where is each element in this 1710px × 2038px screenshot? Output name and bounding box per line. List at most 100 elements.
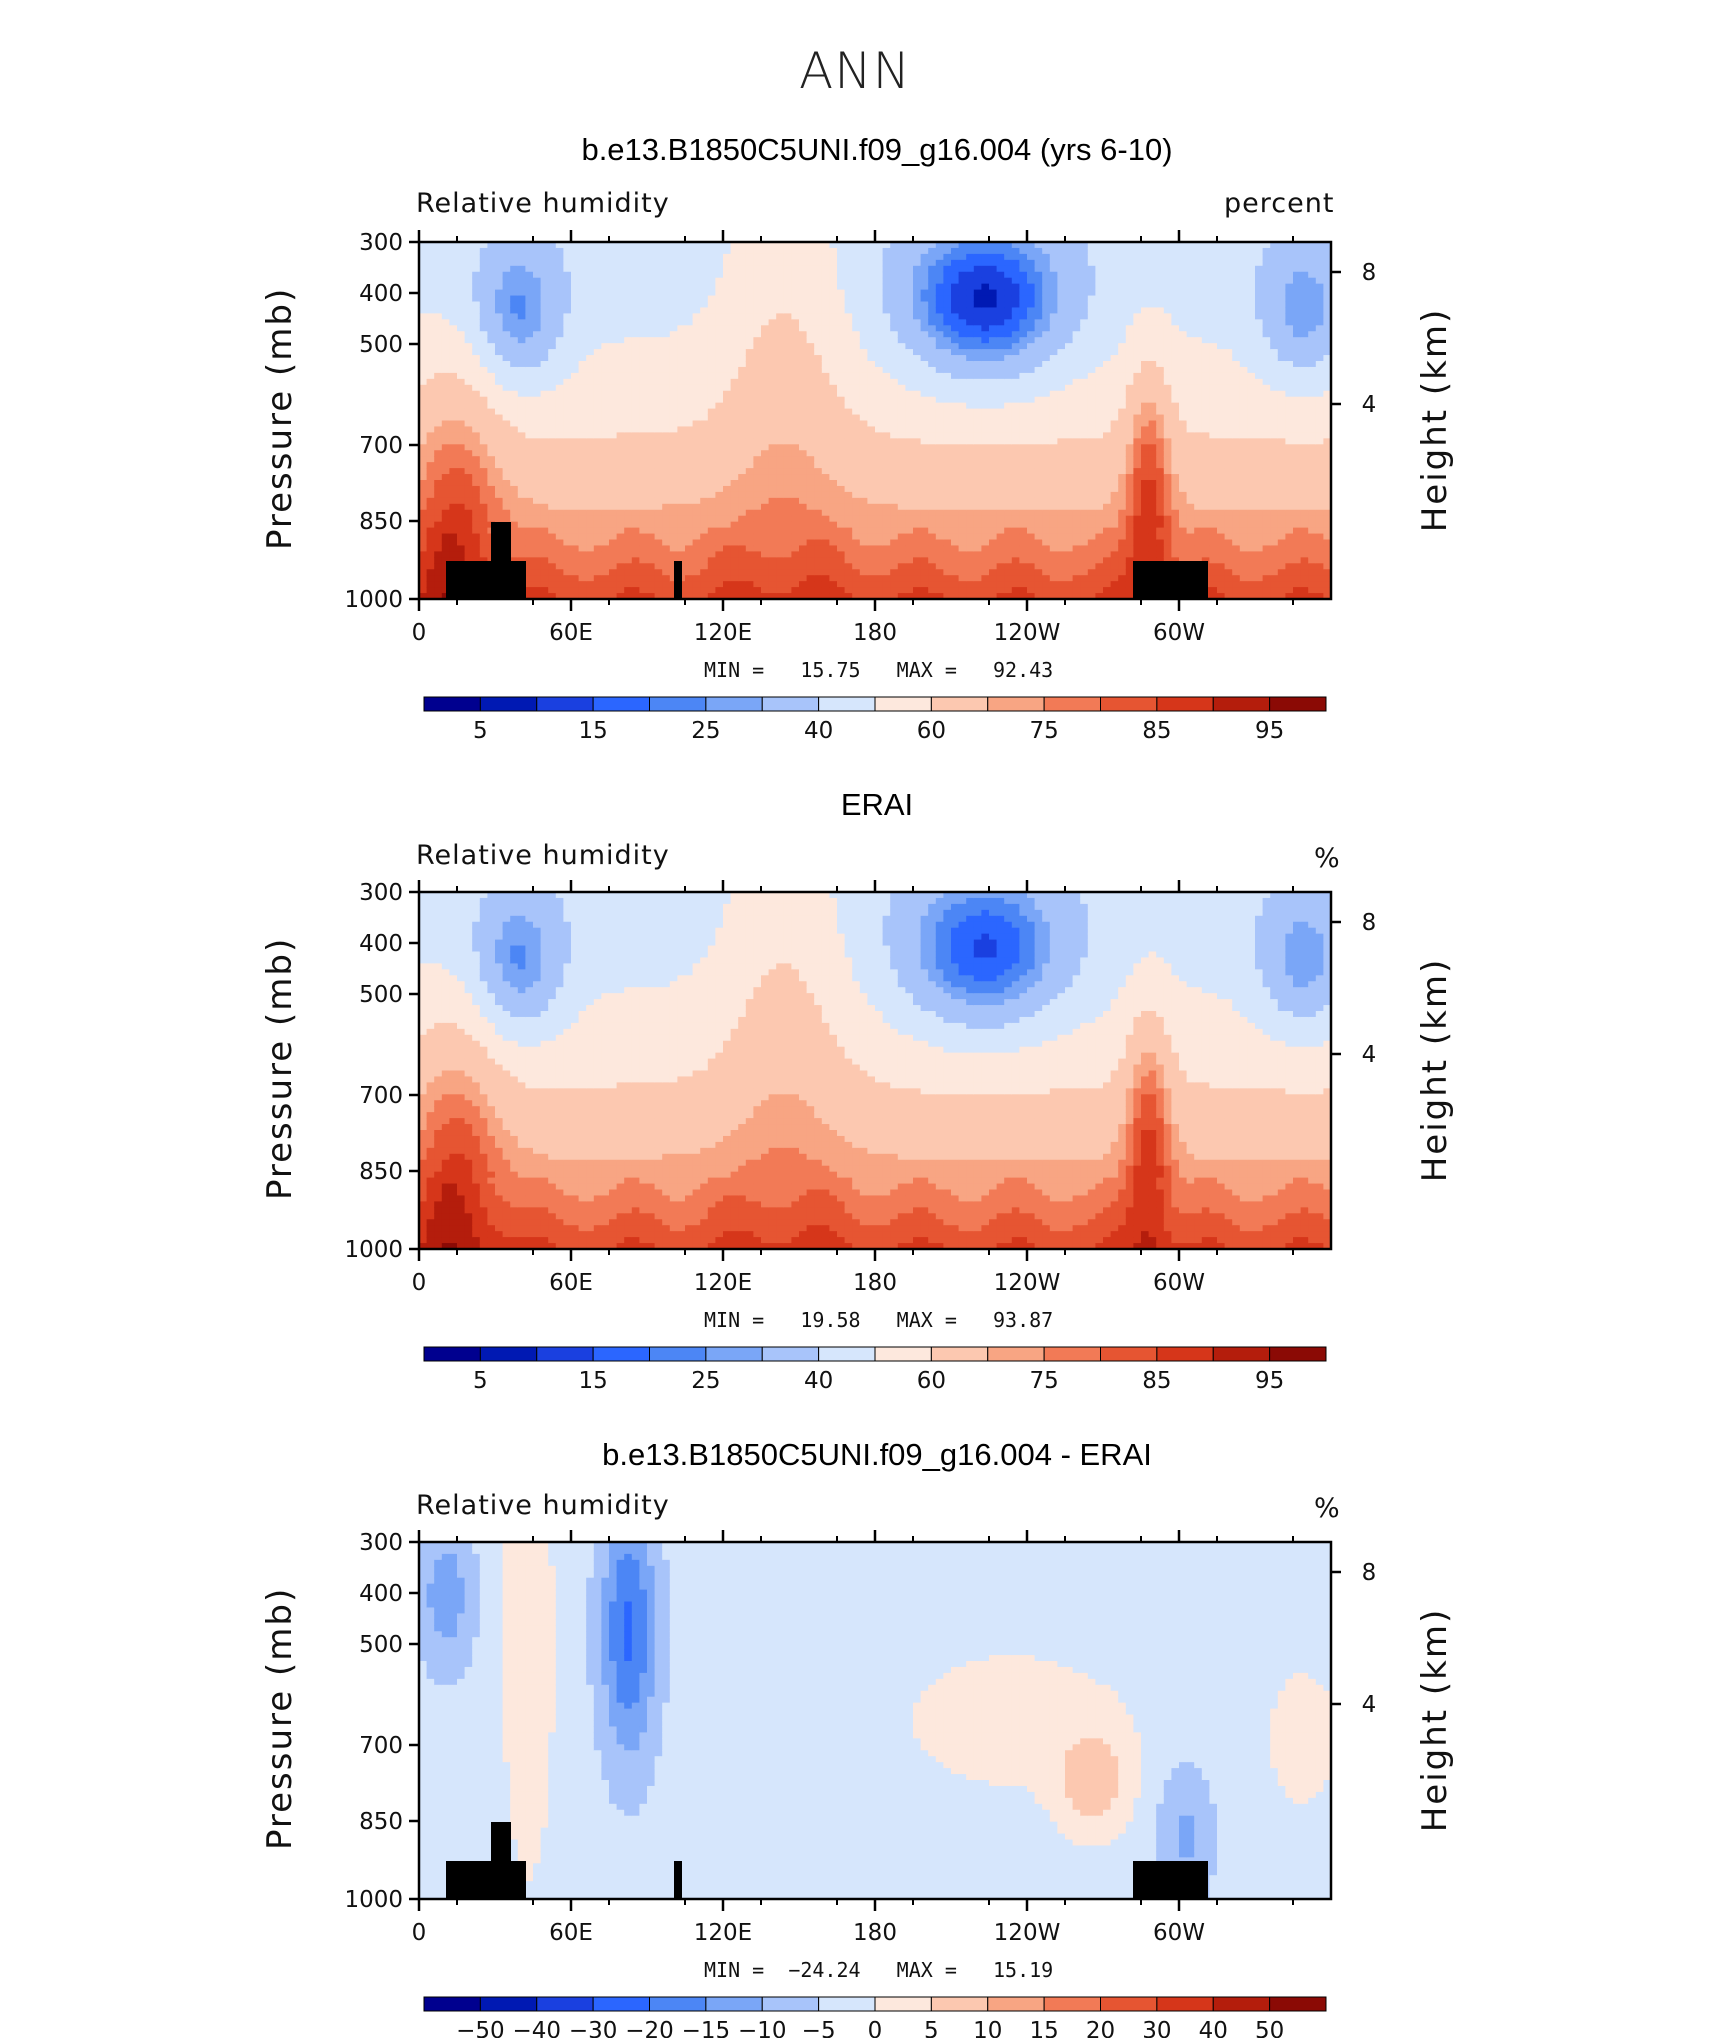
colorbar-swatch — [1101, 697, 1157, 711]
colorbar-label: 75 — [1029, 718, 1058, 744]
colorbar-swatch — [480, 697, 536, 711]
colorbar-swatch — [819, 697, 875, 711]
x-tick-label: 180 — [853, 1270, 897, 1296]
colorbar-label: 5 — [473, 718, 488, 744]
colorbar-label: 40 — [804, 718, 833, 744]
colorbar-label: 95 — [1255, 1368, 1284, 1394]
y-tick-label: 400 — [359, 931, 403, 957]
colorbar-label: 50 — [1255, 2018, 1284, 2038]
colorbar-swatch — [706, 1347, 762, 1361]
y-tick-label: 500 — [359, 1632, 403, 1658]
colorbar-swatch — [706, 697, 762, 711]
colorbar-swatch — [988, 697, 1044, 711]
colorbar-swatch — [1213, 1997, 1269, 2011]
colorbar-label: −15 — [682, 2018, 731, 2038]
colorbar-label: 85 — [1142, 1368, 1171, 1394]
y-right-tick-label: 8 — [1362, 1560, 1377, 1586]
x-tick-label: 0 — [412, 1920, 427, 1946]
y-tick-label: 1000 — [344, 1237, 403, 1263]
colorbar-swatch — [1101, 1997, 1157, 2011]
y-tick-label: 400 — [359, 281, 403, 307]
y-tick-label: 300 — [359, 1530, 403, 1556]
x-tick-label: 60W — [1153, 1920, 1205, 1946]
y-tick-label: 700 — [359, 433, 403, 459]
colorbar-swatch — [988, 1997, 1044, 2011]
colorbar-swatch — [537, 697, 593, 711]
colorbar-swatch — [1157, 697, 1213, 711]
colorbar-swatch — [480, 1997, 536, 2011]
x-tick-label: 60E — [549, 1270, 593, 1296]
colorbar-label: 60 — [917, 1368, 946, 1394]
colorbar-label: 95 — [1255, 718, 1284, 744]
colorbar-label: −5 — [802, 2018, 836, 2038]
colorbar-label: 30 — [1142, 2018, 1171, 2038]
colorbar-swatch — [706, 1997, 762, 2011]
colorbar-label: 15 — [1029, 2018, 1058, 2038]
y-tick-label: 850 — [359, 1159, 403, 1185]
colorbar-swatch — [593, 697, 649, 711]
colorbar-swatch — [1213, 1347, 1269, 1361]
colorbar-label: 85 — [1142, 718, 1171, 744]
x-tick-label: 120W — [994, 1270, 1061, 1296]
x-tick-label: 180 — [853, 1920, 897, 1946]
colorbar-swatch — [1213, 697, 1269, 711]
y-right-tick-label: 4 — [1362, 392, 1377, 418]
panel-1-field — [419, 242, 1332, 600]
colorbar-swatch — [762, 1347, 818, 1361]
x-tick-label: 120W — [994, 620, 1061, 646]
colorbar-swatch — [650, 1997, 706, 2011]
y-tick-label: 500 — [359, 982, 403, 1008]
colorbar-swatch — [1157, 1347, 1213, 1361]
colorbar-swatch — [650, 1347, 706, 1361]
colorbar-swatch — [1270, 1997, 1326, 2011]
x-tick-label: 60W — [1153, 1270, 1205, 1296]
x-tick-label: 60W — [1153, 620, 1205, 646]
colorbar-swatch — [424, 1347, 480, 1361]
colorbar-swatch — [424, 697, 480, 711]
colorbar-swatch — [537, 1347, 593, 1361]
colorbar-swatch — [988, 1347, 1044, 1361]
y-tick-label: 300 — [359, 230, 403, 256]
colorbar-label: 0 — [868, 2018, 883, 2038]
y-right-tick-label: 4 — [1362, 1042, 1377, 1068]
x-tick-label: 60E — [549, 1920, 593, 1946]
x-tick-label: 120E — [694, 1270, 752, 1296]
colorbar-swatch — [480, 1347, 536, 1361]
x-tick-label: 60E — [549, 620, 593, 646]
colorbar-label: 75 — [1029, 1368, 1058, 1394]
colorbar-swatch — [931, 1997, 987, 2011]
colorbar-label: 5 — [924, 2018, 939, 2038]
colorbar-swatch — [593, 1997, 649, 2011]
panel-1-topo-peak — [491, 522, 511, 562]
colorbar-label: 15 — [578, 1368, 607, 1394]
colorbar-swatch — [762, 697, 818, 711]
y-right-tick-label: 4 — [1362, 1692, 1377, 1718]
y-tick-label: 1000 — [344, 1887, 403, 1913]
colorbar-swatch — [1044, 697, 1100, 711]
colorbar-label: 20 — [1086, 2018, 1115, 2038]
panel-3-topo-andes — [1133, 1861, 1208, 1899]
colorbar-swatch — [424, 1997, 480, 2011]
panel-3-topo-africa — [446, 1861, 526, 1899]
panel-1-topo-maritime — [674, 561, 682, 599]
colorbar-swatch — [1157, 1997, 1213, 2011]
colorbar-label: 25 — [691, 718, 720, 744]
colorbar-swatch — [875, 1347, 931, 1361]
panel-3-field — [419, 1542, 1332, 1900]
x-tick-label: 0 — [412, 1270, 427, 1296]
colorbar-swatch — [1270, 697, 1326, 711]
y-right-tick-label: 8 — [1362, 260, 1377, 286]
colorbar-label: 15 — [578, 718, 607, 744]
colorbar-swatch — [762, 1997, 818, 2011]
colorbar-swatch — [1270, 1347, 1326, 1361]
panel-3-topo-maritime — [674, 1861, 682, 1899]
panel-3-topo-peak — [491, 1822, 511, 1862]
colorbar-label: 40 — [804, 1368, 833, 1394]
colorbar-label: −30 — [569, 2018, 618, 2038]
x-tick-label: 120E — [694, 620, 752, 646]
colorbar-swatch — [931, 697, 987, 711]
colorbar-swatch — [875, 1997, 931, 2011]
colorbar-label: 10 — [973, 2018, 1002, 2038]
colorbar-label: −40 — [512, 2018, 561, 2038]
